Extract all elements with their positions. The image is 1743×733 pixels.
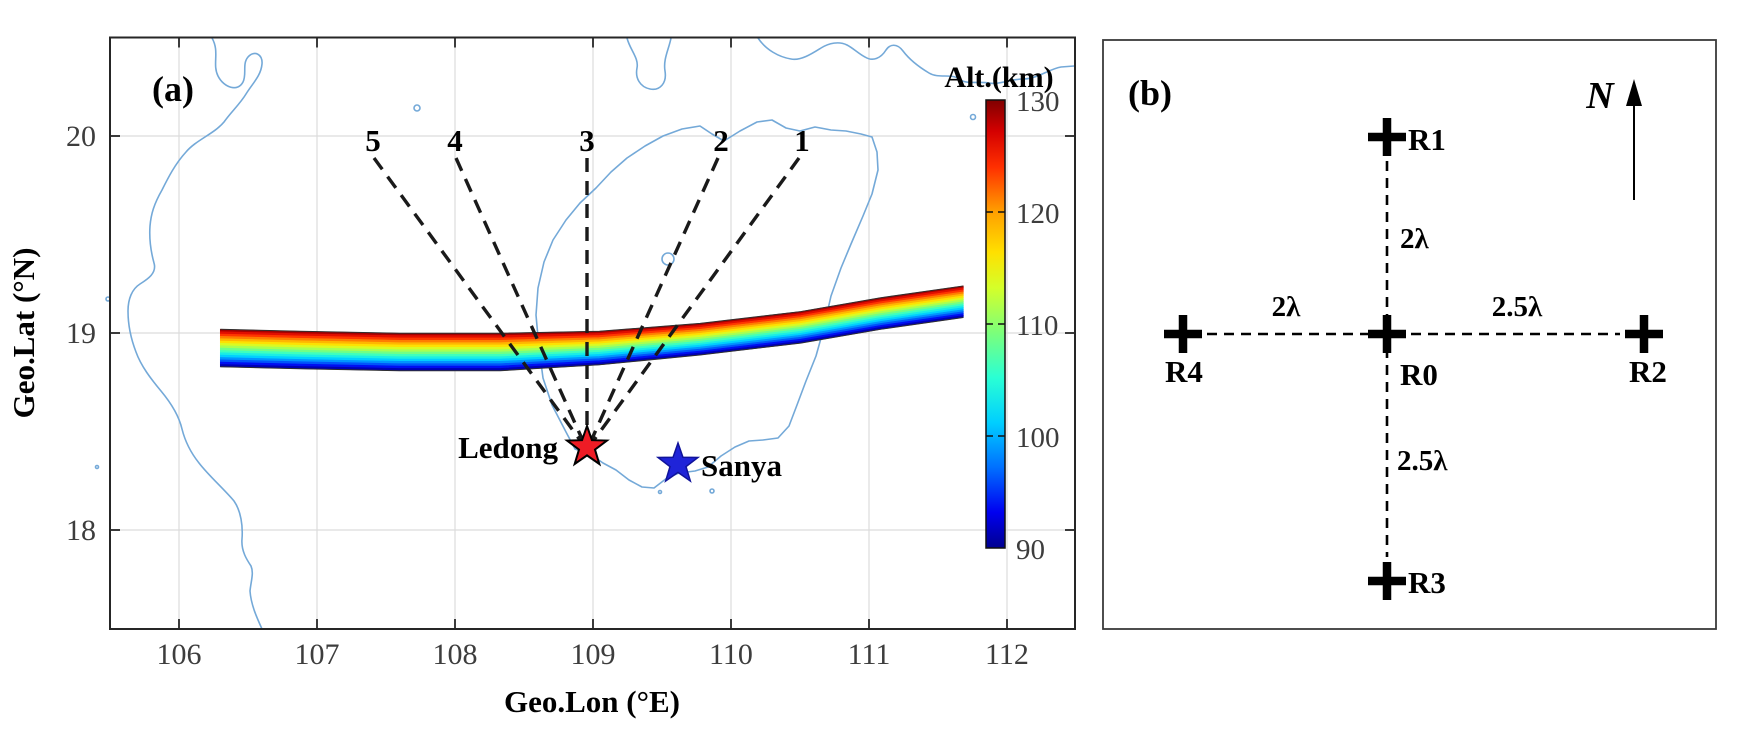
- sanya-star-icon: [655, 440, 701, 483]
- hainan-island-coastline: [535, 119, 879, 489]
- ledong-star-icon: [564, 422, 610, 467]
- islet: [969, 113, 977, 121]
- trajectory-band-bottom-edge: [220, 316, 964, 372]
- x-tick: 110: [709, 638, 753, 671]
- colorbar-ticks: [986, 211, 1005, 437]
- receiver-markers: [1164, 118, 1663, 600]
- panel-b-label: (b): [1128, 73, 1172, 113]
- receiver-r3-label: R3: [1408, 565, 1446, 600]
- receiver-labels: R1 R0 R2 R3 R4: [1165, 122, 1667, 600]
- islet: [661, 252, 675, 266]
- beam-line-2: [589, 157, 720, 442]
- receiver-r4-cross-icon: [1164, 315, 1202, 353]
- receiver-r0-cross-icon: [1368, 315, 1406, 353]
- spacing-r0-r1: 2λ: [1400, 223, 1430, 255]
- y-tick: 20: [66, 120, 96, 153]
- trajectory-band-top-edge: [220, 285, 964, 334]
- beam-line-1: [592, 157, 801, 441]
- mainland-north-coastline: [757, 37, 1075, 85]
- y-tick: 18: [66, 514, 96, 547]
- receiver-r0-label: R0: [1400, 357, 1438, 392]
- islet: [413, 104, 421, 112]
- beam-line-4: [454, 157, 585, 442]
- y-axis-title: Geo.Lat (°N): [6, 248, 41, 419]
- panel-a: 5 4 3 2 1 Ledong Sanya: [6, 36, 1076, 719]
- cb-tick: 120: [1016, 198, 1060, 230]
- beam-lines: [372, 156, 801, 442]
- beam-label-1: 1: [794, 123, 810, 158]
- beam-label-5: 5: [365, 123, 381, 158]
- panel-a-label: (a): [152, 69, 194, 109]
- beam-line-5: [372, 156, 582, 442]
- colorbar: Alt.(km) 130 120 110 100 90: [944, 61, 1059, 566]
- beam-label-2: 2: [713, 123, 729, 158]
- x-axis-title: Geo.Lon (°E): [504, 684, 680, 719]
- panel-a-ticks: [110, 37, 1075, 629]
- panel-b: R1 R0 R2 R3 R4 2λ 2.5λ 2.5λ 2λ N (b): [1102, 39, 1717, 630]
- cb-tick: 90: [1016, 534, 1045, 566]
- north-arrow-head-icon: [1626, 79, 1642, 106]
- receiver-r3-cross-icon: [1368, 562, 1406, 600]
- x-tick: 106: [157, 638, 202, 671]
- beam-label-3: 3: [579, 123, 595, 158]
- y-tick-labels: 20 19 18: [66, 120, 96, 547]
- x-tick: 107: [295, 638, 340, 671]
- leizhou-peninsula-coastline: [626, 37, 672, 91]
- receiver-r1-cross-icon: [1368, 118, 1406, 156]
- panel-a-axes: 106 107 108 109 110 111 112 20 19 18 Geo…: [6, 36, 1076, 719]
- cb-tick: 110: [1016, 310, 1058, 342]
- stations: Ledong Sanya: [458, 422, 782, 483]
- mainland-west-coastline: [127, 37, 263, 630]
- colorbar-title: Alt.(km): [944, 61, 1053, 94]
- north-label: N: [1585, 75, 1615, 117]
- islet: [657, 489, 663, 495]
- islet: [709, 488, 715, 494]
- receiver-r1-label: R1: [1408, 122, 1446, 157]
- x-tick: 109: [571, 638, 616, 671]
- x-tick: 111: [848, 638, 891, 671]
- colorbar-tick-labels: 130 120 110 100 90: [1016, 86, 1060, 566]
- spacing-labels: 2λ 2.5λ 2.5λ 2λ: [1272, 223, 1543, 477]
- north-indicator: N: [1585, 75, 1642, 200]
- trajectory-band: [219, 285, 964, 372]
- array-baselines: [1207, 161, 1620, 557]
- x-tick: 112: [985, 638, 1029, 671]
- sanya-label: Sanya: [701, 448, 782, 483]
- x-tick-labels: 106 107 108 109 110 111 112: [157, 638, 1029, 671]
- beam-label-4: 4: [447, 123, 463, 158]
- spacing-r0-r2: 2.5λ: [1492, 291, 1543, 323]
- receiver-r2-label: R2: [1629, 354, 1667, 389]
- spacing-r0-r3: 2.5λ: [1397, 445, 1448, 477]
- panel-b-border: [1102, 39, 1717, 630]
- receiver-r4-label: R4: [1165, 354, 1203, 389]
- spacing-r0-r4: 2λ: [1272, 291, 1302, 323]
- receiver-r2-cross-icon: [1625, 315, 1663, 353]
- ledong-label: Ledong: [458, 430, 558, 465]
- islet: [94, 464, 100, 470]
- coastline-group: [94, 37, 1075, 630]
- cb-tick: 100: [1016, 422, 1060, 454]
- cb-tick: 130: [1016, 86, 1060, 118]
- beam-labels: 5 4 3 2 1: [365, 123, 810, 158]
- x-tick: 108: [433, 638, 478, 671]
- y-tick: 19: [66, 317, 96, 350]
